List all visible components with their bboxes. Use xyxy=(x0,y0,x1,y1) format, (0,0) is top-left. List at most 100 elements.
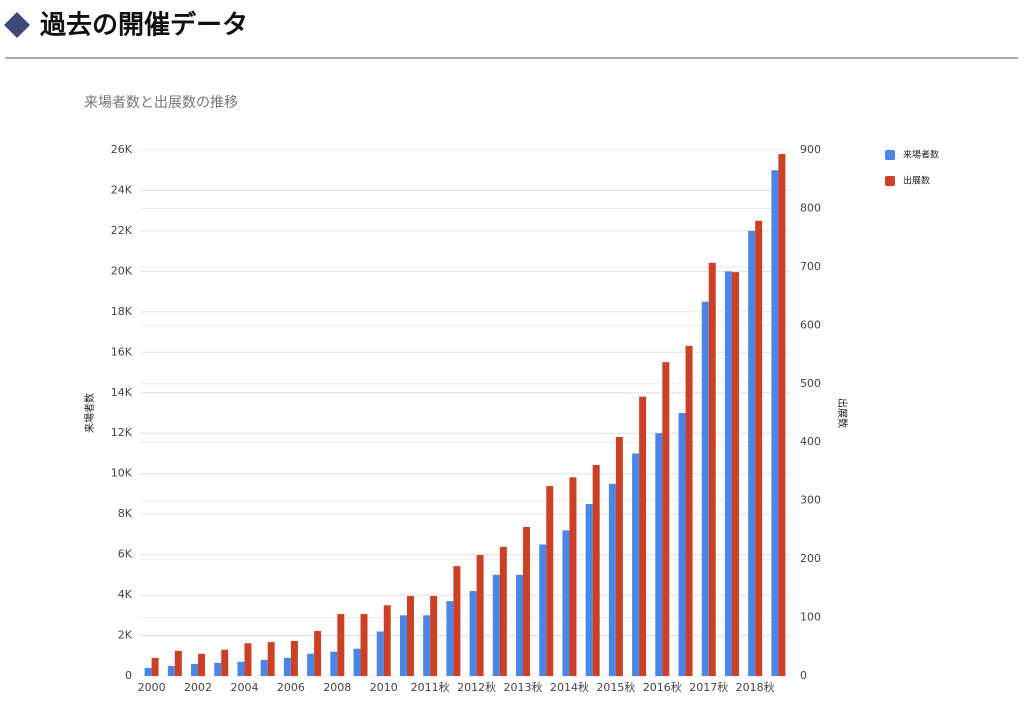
bar xyxy=(678,413,686,676)
bar xyxy=(701,301,709,676)
bar xyxy=(376,631,384,676)
heading-icon xyxy=(4,12,30,38)
bar xyxy=(430,595,438,676)
bar xyxy=(469,591,477,676)
bar xyxy=(778,154,786,676)
bar xyxy=(516,574,524,676)
legend-swatch xyxy=(885,150,895,160)
bar xyxy=(476,555,484,676)
x-tick-label: 2010 xyxy=(370,681,398,694)
x-tick-label: 2008 xyxy=(323,681,351,694)
bar xyxy=(144,667,152,676)
bar xyxy=(260,659,268,676)
bar xyxy=(423,615,431,676)
bar xyxy=(353,648,361,676)
bar xyxy=(685,345,693,676)
bar xyxy=(221,649,229,676)
bar xyxy=(492,574,500,676)
chart-title: 来場者数と出展数の推移 xyxy=(84,95,238,111)
y-tick-label: 18K xyxy=(111,305,133,318)
y2-tick-label: 700 xyxy=(800,260,821,273)
y-tick-label: 10K xyxy=(111,467,133,480)
y-tick-label: 14K xyxy=(111,386,133,399)
legend-label: 来場者数 xyxy=(903,149,939,161)
bar xyxy=(632,453,640,676)
y-tick-label: 12K xyxy=(111,426,133,439)
bar xyxy=(453,566,461,676)
y2-tick-label: 0 xyxy=(800,669,807,682)
bar xyxy=(731,272,739,676)
y-tick-label: 26K xyxy=(111,143,133,156)
bar xyxy=(446,601,454,676)
bar xyxy=(214,662,222,676)
x-tick-label: 2017秋 xyxy=(689,680,728,694)
bar xyxy=(585,504,593,676)
page-title: 過去の開催データ xyxy=(40,10,248,41)
bar xyxy=(748,230,756,676)
y-tick-label: 4K xyxy=(118,588,133,601)
x-tick-label: 2006 xyxy=(277,681,305,694)
bar xyxy=(662,362,670,676)
bar xyxy=(523,526,531,676)
y-tick-label: 0 xyxy=(125,669,132,682)
y-tick-label: 16K xyxy=(111,345,133,358)
x-tick-label: 2004 xyxy=(230,681,258,694)
bar xyxy=(244,643,252,676)
bar xyxy=(615,436,623,676)
y2-tick-label: 500 xyxy=(800,377,821,390)
bar xyxy=(592,465,600,676)
y2-tick-label: 600 xyxy=(800,318,821,331)
y2-axis-title: 出展数 xyxy=(836,398,849,428)
bar xyxy=(267,642,275,676)
legend-label: 出展数 xyxy=(903,175,930,187)
bar xyxy=(771,170,779,676)
bar xyxy=(569,477,577,676)
x-tick-label: 2015秋 xyxy=(596,680,635,694)
bar xyxy=(546,486,554,676)
x-tick-label: 2013秋 xyxy=(504,680,543,694)
y-tick-label: 8K xyxy=(118,507,133,520)
bar xyxy=(360,614,368,676)
y-tick-label: 2K xyxy=(118,629,133,642)
bar xyxy=(314,630,322,676)
bar xyxy=(174,650,182,676)
bar xyxy=(655,433,663,676)
x-tick-label: 2002 xyxy=(184,681,212,694)
bar xyxy=(499,546,507,676)
legend-swatch xyxy=(885,176,895,186)
y2-tick-label: 300 xyxy=(800,494,821,507)
bar xyxy=(191,663,199,676)
bar xyxy=(383,605,391,676)
bar xyxy=(330,651,338,676)
bar xyxy=(724,271,732,676)
bar xyxy=(290,640,298,676)
bar xyxy=(539,544,547,676)
x-tick-label: 2016秋 xyxy=(643,680,682,694)
bar xyxy=(406,595,414,676)
bar xyxy=(608,483,616,676)
y-axis-title: 来場者数 xyxy=(83,393,96,433)
y-tick-label: 20K xyxy=(111,264,133,277)
bar xyxy=(198,653,206,676)
x-tick-label: 2014秋 xyxy=(550,680,589,694)
bar xyxy=(562,530,570,676)
y2-tick-label: 800 xyxy=(800,201,821,214)
bar xyxy=(399,615,407,676)
bar xyxy=(755,220,763,676)
bar xyxy=(151,657,159,676)
y2-tick-label: 100 xyxy=(800,611,821,624)
bar xyxy=(307,653,315,676)
bar xyxy=(639,396,647,676)
x-tick-label: 2000 xyxy=(138,681,166,694)
x-tick-label: 2018秋 xyxy=(736,680,775,694)
x-tick-label: 2011秋 xyxy=(411,680,450,694)
bar xyxy=(167,665,175,676)
y-tick-label: 6K xyxy=(118,548,133,561)
y2-tick-label: 200 xyxy=(800,552,821,565)
y-tick-label: 22K xyxy=(111,224,133,237)
bar xyxy=(283,657,291,676)
y2-tick-label: 400 xyxy=(800,435,821,448)
bar xyxy=(708,262,716,676)
